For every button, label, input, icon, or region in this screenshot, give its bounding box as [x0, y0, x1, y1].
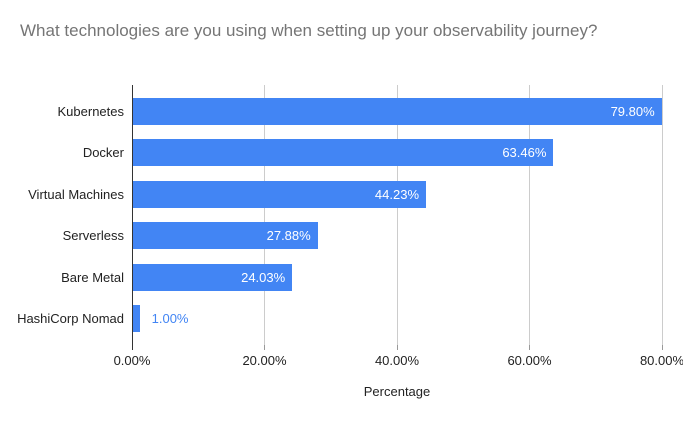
gridline [396, 85, 398, 345]
gridline [661, 85, 663, 345]
x-tick-label: 20.00% [242, 353, 287, 368]
value-label-docker: 63.46% [502, 145, 547, 160]
category-label-docker: Docker [82, 145, 124, 160]
bar-docker[interactable] [133, 139, 554, 166]
value-label-kubernetes: 79.80% [610, 103, 655, 119]
x-axis-tick [661, 345, 663, 350]
value-label-virtual-machines: 44.23% [374, 186, 420, 202]
bar-virtual-machines[interactable] [133, 180, 427, 208]
value-label-serverless: 27.88% [266, 228, 311, 243]
x-tick-label: 0.00% [113, 353, 151, 368]
x-tick-label: 40.00% [374, 353, 420, 368]
value-label-bare-metal: 24.03% [241, 269, 286, 285]
bar-serverless[interactable] [133, 222, 318, 249]
plot-area: 0.00% 20.00% 40.00% 60.00% 80.00% 79.80% Kuber… [17, 85, 683, 368]
x-axis-tick [396, 345, 398, 350]
y-axis-baseline [132, 85, 133, 345]
chart-title: What technologies are you using when set… [20, 21, 598, 40]
x-axis-title: Percentage [363, 384, 431, 399]
category-label-virtual-machines: Virtual Machines [28, 186, 124, 202]
bar-kubernetes[interactable] [133, 97, 662, 125]
category-label-serverless: Serverless [62, 228, 124, 243]
x-tick-label: 80.00% [639, 353, 683, 368]
category-label-bare-metal: Bare Metal [61, 269, 124, 285]
x-axis-tick [132, 345, 133, 350]
x-axis-tick [529, 345, 530, 350]
category-label-kubernetes: Kubernetes [57, 103, 125, 119]
gridline [264, 85, 265, 345]
gridline [529, 85, 530, 345]
category-label-hashicorp-nomad: HashiCorp Nomad [17, 311, 124, 326]
bar-hashicorp-nomad[interactable] [133, 305, 140, 332]
value-label-hashicorp-nomad: 1.00% [151, 311, 189, 326]
x-tick-label: 60.00% [507, 353, 552, 368]
x-axis-tick [264, 345, 265, 350]
bar-bare-metal[interactable] [133, 263, 293, 291]
